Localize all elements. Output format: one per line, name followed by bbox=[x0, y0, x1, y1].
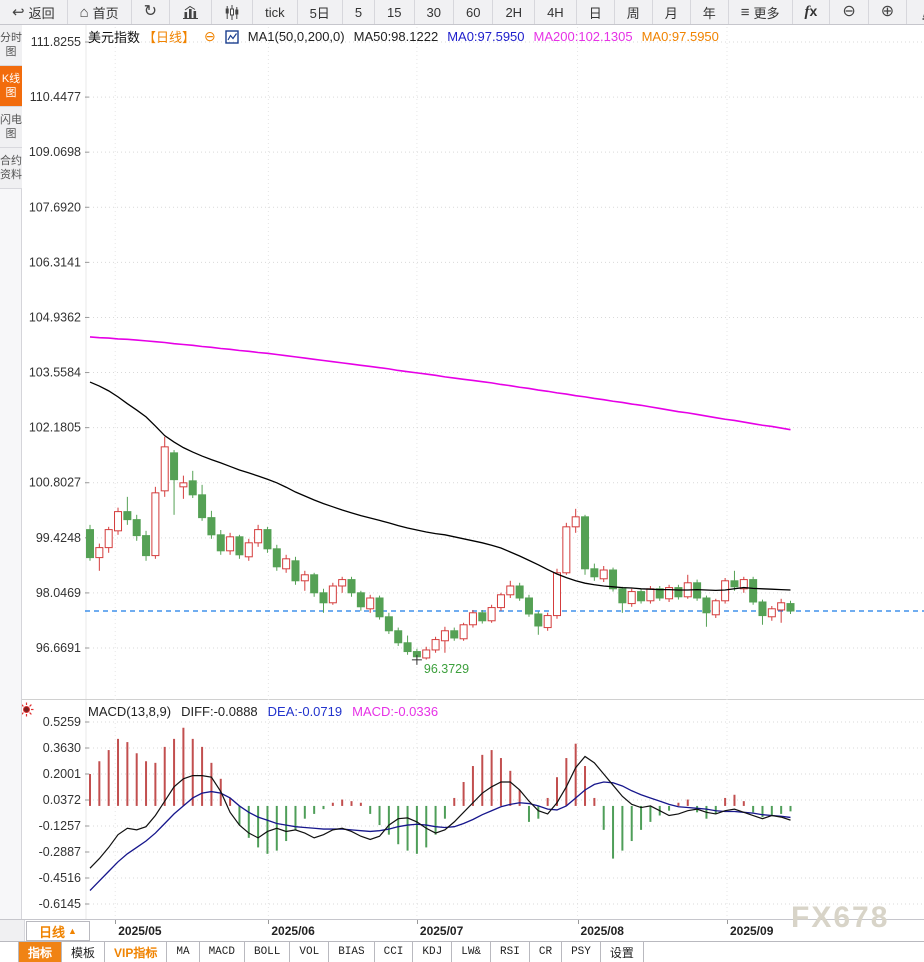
tab-ma[interactable]: MA bbox=[167, 942, 200, 962]
left-sidebar: 分时图 K线图 闪电图 合约资料 bbox=[0, 25, 22, 919]
refresh-button[interactable]: ↻ bbox=[132, 0, 171, 24]
ma-settings-label: MA1(50,0,200,0) bbox=[247, 29, 345, 44]
svg-text:103.5584: 103.5584 bbox=[29, 366, 81, 380]
more-menu-button[interactable]: ≡ 更多 bbox=[729, 0, 793, 24]
macd-pane-header: MACD(13,8,9) DIFF:-0.0888 DEA:-0.0719 MA… bbox=[88, 704, 438, 719]
candlestick-chart-button[interactable] bbox=[212, 0, 254, 24]
tab-cci[interactable]: CCI bbox=[375, 942, 414, 962]
sidebar-item-contract-info[interactable]: 合约资料 bbox=[0, 148, 22, 189]
svg-text:98.0469: 98.0469 bbox=[36, 586, 81, 600]
x-axis-tick bbox=[115, 920, 117, 924]
zoom-out-button[interactable]: ⊖ bbox=[830, 0, 869, 24]
period-month-button[interactable]: 月 bbox=[653, 0, 691, 24]
svg-text:106.3141: 106.3141 bbox=[29, 255, 81, 269]
tab-boll[interactable]: BOLL bbox=[245, 942, 291, 962]
svg-text:110.4477: 110.4477 bbox=[30, 90, 81, 104]
svg-text:96.6691: 96.6691 bbox=[36, 641, 81, 655]
x-axis-tick bbox=[416, 920, 418, 924]
svg-text:107.6920: 107.6920 bbox=[29, 200, 81, 214]
svg-text:104.9362: 104.9362 bbox=[29, 310, 81, 324]
tab-kdj[interactable]: KDJ bbox=[413, 942, 453, 962]
sidebar-item-kline-chart[interactable]: K线图 bbox=[0, 66, 22, 107]
svg-text:-0.6145: -0.6145 bbox=[39, 897, 81, 911]
sidebar-item-time-chart[interactable]: 分时图 bbox=[0, 25, 22, 66]
svg-text:-0.1257: -0.1257 bbox=[39, 819, 81, 833]
period-year-button[interactable]: 年 bbox=[691, 0, 729, 24]
tab-macd[interactable]: MACD bbox=[200, 942, 245, 962]
x-axis-date-label: 2025/06 bbox=[271, 924, 315, 938]
svg-text:102.1805: 102.1805 bbox=[29, 421, 81, 435]
draw-tool-button[interactable] bbox=[907, 0, 924, 24]
price-pane-header: 美元指数 【日线】 ⊖ MA1(50,0,200,0) MA50:98.1222… bbox=[88, 27, 719, 46]
x-axis-tick bbox=[268, 920, 270, 924]
tab-vip-indicator[interactable]: VIP指标 bbox=[105, 942, 168, 962]
line-chart-button[interactable] bbox=[170, 0, 213, 24]
x-axis-row: 日线 ▲ 2025/05 2025/06 2025/07 2025/08 2025/09 bbox=[0, 919, 924, 942]
x-axis-date-label: 2025/08 bbox=[580, 924, 624, 938]
svg-text:111.8255: 111.8255 bbox=[31, 35, 81, 49]
period-tag: 【日线】 bbox=[143, 30, 196, 45]
ma0-orange-value: MA0:97.5950 bbox=[641, 29, 719, 44]
macd-macd-value: MACD:-0.0336 bbox=[352, 704, 439, 719]
period-selector-label: 日线 bbox=[39, 924, 66, 940]
period-15min-button[interactable]: 15 bbox=[375, 0, 415, 24]
x-axis-tick bbox=[577, 920, 579, 924]
macd-dea-value: DEA:-0.0719 bbox=[267, 704, 343, 719]
tab-settings[interactable]: 设置 bbox=[601, 942, 644, 962]
tab-lw[interactable]: LW& bbox=[452, 942, 492, 962]
ma-indicator-icon[interactable] bbox=[225, 29, 239, 44]
symbol-name: 美元指数 bbox=[88, 30, 141, 45]
ma0-blue-value: MA0:97.5950 bbox=[447, 29, 525, 44]
svg-text:0.0372: 0.0372 bbox=[43, 793, 81, 807]
period-60min-button[interactable]: 60 bbox=[454, 0, 494, 24]
x-axis-date-label: 2025/07 bbox=[419, 924, 464, 938]
axis-corner-cell bbox=[0, 920, 25, 942]
tab-bias[interactable]: BIAS bbox=[329, 942, 375, 962]
period-2h-button[interactable]: 2H bbox=[493, 0, 536, 24]
period-30min-button[interactable]: 30 bbox=[415, 0, 454, 24]
tab-psy[interactable]: PSY bbox=[562, 942, 601, 962]
svg-text:100.8027: 100.8027 bbox=[29, 476, 81, 490]
sidebar-item-lightning-chart[interactable]: 闪电图 bbox=[0, 107, 22, 148]
tab-indicator[interactable]: 指标 bbox=[18, 942, 63, 962]
period-week-button[interactable]: 周 bbox=[615, 0, 653, 24]
svg-text:0.2001: 0.2001 bbox=[43, 767, 81, 781]
ma200-value: MA200:102.1305 bbox=[533, 29, 633, 44]
tab-rsi[interactable]: RSI bbox=[491, 942, 530, 962]
collapse-pane-icon[interactable]: ⊖ bbox=[204, 28, 216, 44]
period-5min-button[interactable]: 5 bbox=[343, 0, 376, 24]
svg-text:109.0698: 109.0698 bbox=[29, 145, 81, 159]
x-axis-tick bbox=[726, 920, 728, 924]
tick-chart-button[interactable]: tick bbox=[253, 0, 298, 24]
period-selector[interactable]: 日线 ▲ bbox=[26, 921, 90, 941]
tab-template[interactable]: 模板 bbox=[62, 942, 106, 962]
x-axis-date-label: 2025/05 bbox=[118, 924, 162, 938]
tab-cr[interactable]: CR bbox=[530, 942, 563, 962]
macd-diff-value: DIFF:-0.0888 bbox=[181, 704, 258, 719]
x-axis-date-label: 2025/09 bbox=[729, 924, 774, 938]
svg-text:-0.2887: -0.2887 bbox=[39, 845, 81, 859]
svg-text:0.3630: 0.3630 bbox=[43, 741, 81, 755]
svg-text:99.4248: 99.4248 bbox=[36, 531, 81, 545]
period-4h-button[interactable]: 4H bbox=[535, 0, 577, 24]
indicator-tabs: 指标 模板 VIP指标 MA MACD BOLL VOL BIAS CCI KDJ LW& RSI CR… bbox=[0, 941, 924, 962]
svg-text:0.5259: 0.5259 bbox=[43, 715, 81, 729]
tab-vol[interactable]: VOL bbox=[290, 942, 330, 962]
svg-text:-0.4516: -0.4516 bbox=[39, 871, 81, 885]
svg-text:96.3729: 96.3729 bbox=[424, 662, 469, 676]
macd-params: MACD(13,8,9) bbox=[88, 704, 172, 719]
period-day-button[interactable]: 日 bbox=[577, 0, 615, 24]
ma50-value: MA50:98.1222 bbox=[353, 29, 439, 44]
back-button[interactable]: ↩ 返回 bbox=[0, 0, 68, 24]
period-selector-arrow-icon: ▲ bbox=[68, 926, 77, 936]
zoom-in-button[interactable]: ⊕ bbox=[869, 0, 908, 24]
top-toolbar: ↩ 返回 ⌂ 首页 ↻ tick 5日 5 15 30 60 2H 4H 日周月年 ≡ 更多 fx ⊖ ⊕ bbox=[0, 0, 924, 25]
indicator-fx-button[interactable]: fx bbox=[793, 0, 831, 24]
home-button[interactable]: ⌂ 首页 bbox=[68, 0, 132, 24]
period-5day-button[interactable]: 5日 bbox=[298, 0, 343, 24]
